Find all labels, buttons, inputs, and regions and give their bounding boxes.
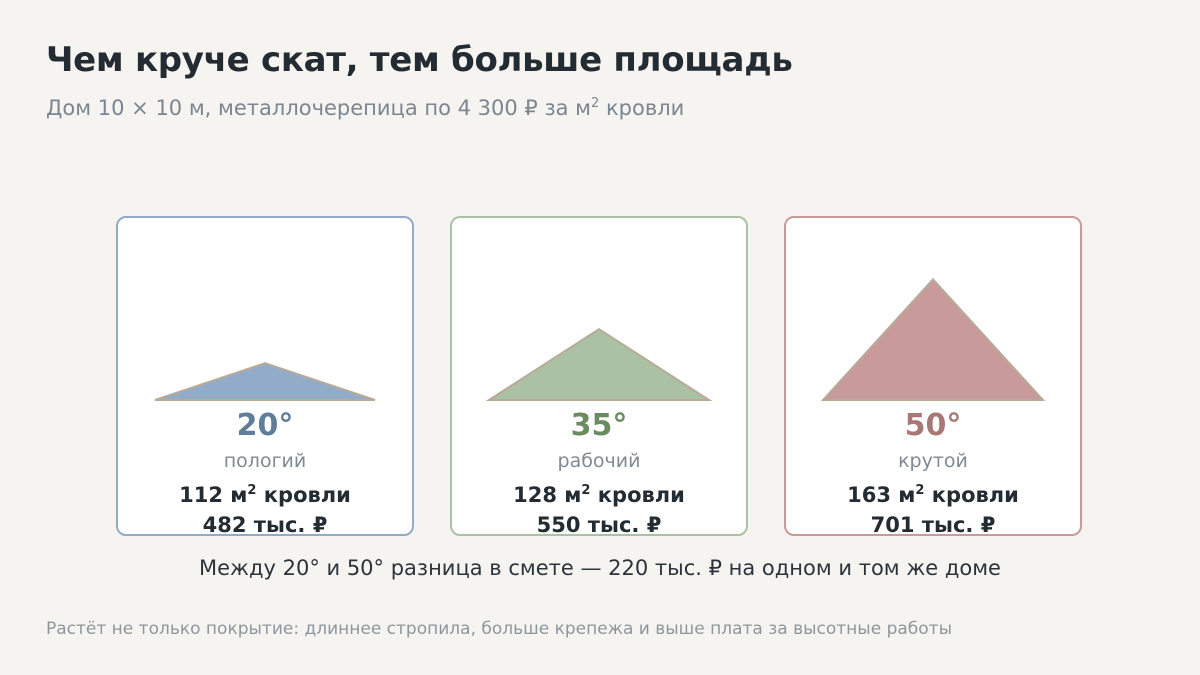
roof-diagram-steep <box>820 277 1046 401</box>
roof-angle: 35° <box>570 408 628 443</box>
roof-area-value: 128 м <box>513 483 582 507</box>
subtitle-text: Дом 10 × 10 м, металлочерепица по 4 300 … <box>46 96 592 120</box>
roof-angle: 50° <box>904 408 962 443</box>
roof-area-superscript: 2 <box>915 483 925 498</box>
roof-triangle-steep <box>820 277 1046 401</box>
roof-diagram-gentle <box>154 362 376 401</box>
roof-area-value: 112 м <box>179 483 248 507</box>
roof-cost: 701 тыс. ₽ <box>870 513 996 537</box>
roof-card-working: 35° рабочий 128 м2 кровли 550 тыс. ₽ <box>450 216 748 537</box>
roof-area: 128 м2 кровли <box>452 483 746 507</box>
roof-type-label: рабочий <box>557 450 641 472</box>
page-subtitle: Дом 10 × 10 м, металлочерепица по 4 300 … <box>46 96 684 120</box>
roof-area-superscript: 2 <box>247 483 257 498</box>
roof-type-label: пологий <box>223 450 307 472</box>
roof-cost: 482 тыс. ₽ <box>202 513 328 537</box>
roof-triangle-gentle <box>154 362 376 401</box>
roof-card-gentle: 20° пологий 112 м2 кровли 482 тыс. ₽ <box>116 216 414 537</box>
cost-difference-summary: Между 20° и 50° разница в смете — 220 ты… <box>199 556 1001 580</box>
subtitle-superscript: 2 <box>591 96 600 111</box>
subtitle-tail: кровли <box>599 96 685 120</box>
roof-card-steep: 50° крутой 163 м2 кровли 701 тыс. ₽ <box>784 216 1082 537</box>
roof-area-superscript: 2 <box>581 483 591 498</box>
roof-area: 163 м2 кровли <box>786 483 1080 507</box>
footnote: Растёт не только покрытие: длиннее строп… <box>46 619 952 639</box>
roof-area-tail: кровли <box>256 483 351 507</box>
roof-triangle-working <box>485 327 713 401</box>
roof-type-label: крутой <box>898 450 968 472</box>
roof-area-value: 163 м <box>847 483 916 507</box>
page-title: Чем круче скат, тем больше площадь <box>46 40 793 80</box>
roof-diagram-working <box>485 327 713 401</box>
roof-cost: 550 тыс. ₽ <box>536 513 662 537</box>
roof-area-tail: кровли <box>590 483 685 507</box>
roof-area-tail: кровли <box>924 483 1019 507</box>
roof-area: 112 м2 кровли <box>118 483 412 507</box>
roof-angle: 20° <box>236 408 294 443</box>
